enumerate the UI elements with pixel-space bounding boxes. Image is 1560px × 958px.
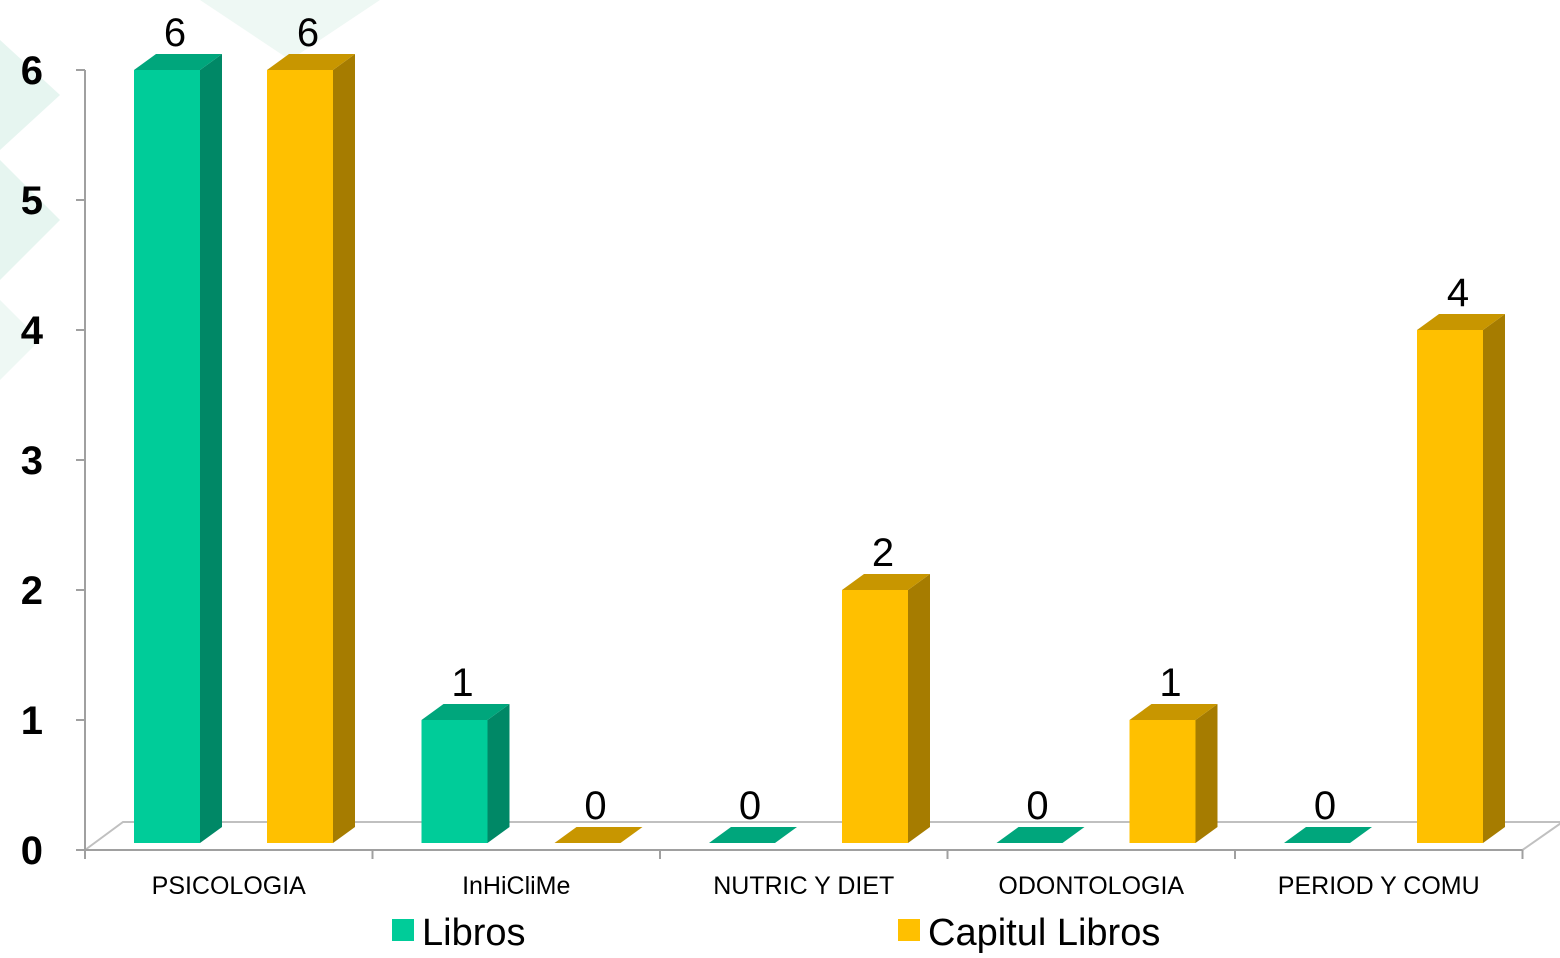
- data-label: 6: [164, 11, 186, 55]
- legend-swatch: [392, 919, 414, 941]
- y-tick-label: 4: [21, 309, 44, 353]
- bar-front: [842, 590, 908, 843]
- bar-side: [487, 704, 510, 843]
- bar-top: [1284, 827, 1372, 843]
- bar: [1129, 704, 1218, 843]
- bar: [267, 54, 355, 843]
- data-label: 2: [872, 531, 894, 575]
- data-label: 6: [297, 11, 319, 55]
- bar-side: [200, 54, 222, 843]
- y-tick-label: 0: [21, 829, 43, 873]
- bar: [1284, 827, 1372, 843]
- data-label: 1: [1159, 661, 1181, 705]
- bar-top: [842, 574, 930, 590]
- x-tick-label: InHiCliMe: [462, 872, 570, 900]
- bar-front: [421, 720, 488, 843]
- bar: [134, 54, 222, 843]
- bar-front: [267, 70, 333, 843]
- background-decoration: [0, 0, 380, 380]
- data-label: 0: [1314, 784, 1336, 828]
- bar: [842, 574, 930, 843]
- y-tick-label: 1: [21, 699, 43, 743]
- bar-front: [1129, 720, 1196, 843]
- bar-top: [267, 54, 355, 70]
- bar-top: [134, 54, 222, 70]
- axes: [76, 69, 1524, 859]
- x-tick-label: PSICOLOGIA: [152, 872, 307, 900]
- x-axis-tick-labels: PSICOLOGIA InHiCliMe NUTRIC Y DIET ODONTOLO…: [152, 872, 1480, 900]
- bar: [421, 704, 510, 843]
- y-tick-label: 3: [21, 439, 43, 483]
- bar-top: [709, 827, 797, 843]
- legend-label: Libros: [422, 912, 526, 954]
- y-axis-tick-labels: 0 1 2 3 4 5 6: [21, 49, 44, 873]
- bar-top: [554, 827, 643, 843]
- bar-side: [908, 574, 930, 843]
- data-label: 1: [451, 661, 473, 705]
- bar-front: [134, 70, 200, 843]
- bar-top: [996, 827, 1085, 843]
- legend: Libros Capitul Libros: [392, 912, 1160, 954]
- bar-side: [1483, 314, 1505, 843]
- x-tick-label: NUTRIC Y DIET: [713, 872, 894, 900]
- bar-side: [1195, 704, 1218, 843]
- data-labels: 6 1 0 0 0 6 0 2 1 4: [164, 11, 1469, 828]
- bar-top: [1129, 704, 1218, 720]
- bar: [1417, 314, 1505, 843]
- bar-top: [1417, 314, 1505, 330]
- bar: [554, 827, 643, 843]
- bar: [996, 827, 1085, 843]
- legend-swatch: [898, 919, 920, 941]
- data-label: 0: [1026, 784, 1048, 828]
- legend-entry: Capitul Libros: [898, 912, 1160, 954]
- x-tick-label: ODONTOLOGIA: [998, 872, 1184, 900]
- data-label: 0: [739, 784, 761, 828]
- bar: [709, 827, 797, 843]
- y-tick-label: 2: [21, 569, 43, 613]
- bar-front: [1417, 330, 1483, 843]
- legend-entry: Libros: [392, 912, 526, 954]
- x-tick-label: PERIOD Y COMU: [1278, 872, 1480, 900]
- data-label: 4: [1447, 271, 1469, 315]
- y-tick-label: 6: [21, 49, 43, 93]
- bar-side: [333, 54, 355, 843]
- data-label: 0: [584, 784, 606, 828]
- y-tick-label: 5: [21, 179, 43, 223]
- bar-top: [421, 704, 510, 720]
- bars: [134, 54, 1505, 843]
- legend-label: Capitul Libros: [928, 912, 1160, 954]
